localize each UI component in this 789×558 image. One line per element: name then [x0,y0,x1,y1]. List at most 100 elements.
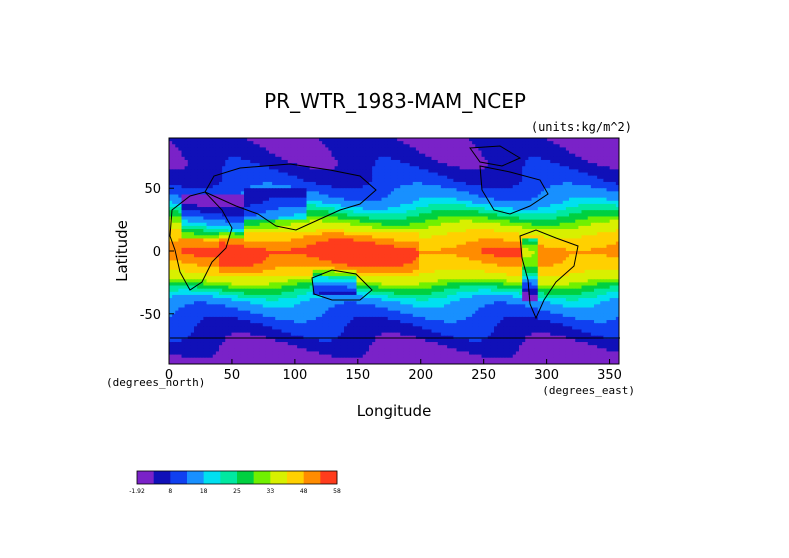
heatmap-cell [256,191,261,195]
heatmap-cell [172,200,176,205]
heatmap-cell [375,203,379,208]
heatmap-cell [278,172,283,177]
heatmap-cell [178,150,183,155]
heatmap-cell [337,229,342,233]
heatmap-cell [256,219,261,224]
heatmap-cell [597,169,601,174]
heatmap-cell [472,213,476,217]
heatmap-cell [384,229,389,233]
heatmap-cell [384,156,389,161]
heatmap-cell [287,219,292,224]
heatmap-cell [425,194,429,199]
heatmap-cell [203,169,208,174]
heatmap-cell [572,232,576,236]
heatmap-cell [562,207,567,211]
heatmap-cell [406,219,411,224]
heatmap-cell [587,175,592,180]
heatmap-cell [350,207,354,211]
heatmap-cell [612,147,617,152]
heatmap-cell [394,210,398,214]
heatmap-cell [294,166,298,170]
heatmap-cell [306,166,311,170]
heatmap-cell [609,213,614,217]
heatmap-cell [325,153,329,158]
heatmap-cell [309,203,314,208]
heatmap-cell [300,229,304,233]
heatmap-cell [587,229,592,233]
heatmap-cell [365,235,370,239]
heatmap-cell [440,153,445,158]
heatmap-cell [544,147,548,152]
heatmap-cell [200,241,204,246]
heatmap-cell [200,172,204,177]
heatmap-cell [537,203,542,208]
heatmap-cell [378,232,383,236]
heatmap-cell [447,181,451,186]
heatmap-cell [612,203,617,208]
heatmap-cell [203,138,208,142]
heatmap-cell [428,207,433,211]
heatmap-cell [519,203,523,208]
heatmap-cell [587,156,592,161]
heatmap-cell [397,238,401,243]
heatmap-cell [597,138,601,142]
heatmap-cell [237,163,242,167]
heatmap-cell [353,200,358,205]
heatmap-cell [547,203,551,208]
heatmap-cell [606,232,611,236]
heatmap-cell [175,159,179,164]
heatmap-cell [303,238,308,243]
heatmap-cell [253,203,258,208]
heatmap-cell [200,166,204,170]
heatmap-cell [437,244,442,249]
heatmap-cell [281,172,286,177]
heatmap-cell [294,181,298,186]
heatmap-cell [403,219,408,224]
heatmap-cell [390,172,395,177]
heatmap-cell [275,210,279,214]
heatmap-cell [581,150,586,155]
heatmap-cell [472,219,476,224]
heatmap-cell [219,144,223,148]
heatmap-cell [237,153,242,158]
heatmap-cell [519,191,523,195]
heatmap-cell [281,194,286,199]
heatmap-cell [328,150,333,155]
heatmap-cell [456,207,461,211]
heatmap-cell [306,235,311,239]
heatmap-cell [322,181,326,186]
heatmap-cell [275,238,279,243]
heatmap-cell [265,163,270,167]
heatmap-cell [256,163,261,167]
heatmap-cell [465,172,470,177]
heatmap-cell [269,241,273,246]
heatmap-cell [506,178,511,183]
heatmap-cell [431,166,436,170]
heatmap-cell [172,181,176,186]
heatmap-cell [297,238,301,243]
heatmap-cell [444,178,448,183]
heatmap-cell [328,213,333,217]
heatmap-cell [194,241,198,246]
heatmap-cell [437,232,442,236]
heatmap-cell [347,163,351,167]
heatmap-cell [197,235,201,239]
heatmap-cell [584,175,589,180]
heatmap-cell [615,147,620,152]
heatmap-cell [525,166,529,170]
heatmap-cell [412,213,417,217]
heatmap-cell [265,175,270,180]
heatmap-cell [528,207,533,211]
heatmap-cell [472,166,476,170]
heatmap-cell [240,141,245,145]
heatmap-cell [612,235,617,239]
heatmap-cell [225,219,229,224]
heatmap-cell [484,210,489,214]
heatmap-cell [365,166,370,170]
heatmap-cell [169,150,173,155]
heatmap-cell [347,188,351,192]
heatmap-cell [612,156,617,161]
heatmap-cell [406,185,411,189]
heatmap-cell [303,194,308,199]
heatmap-cell [240,153,245,158]
